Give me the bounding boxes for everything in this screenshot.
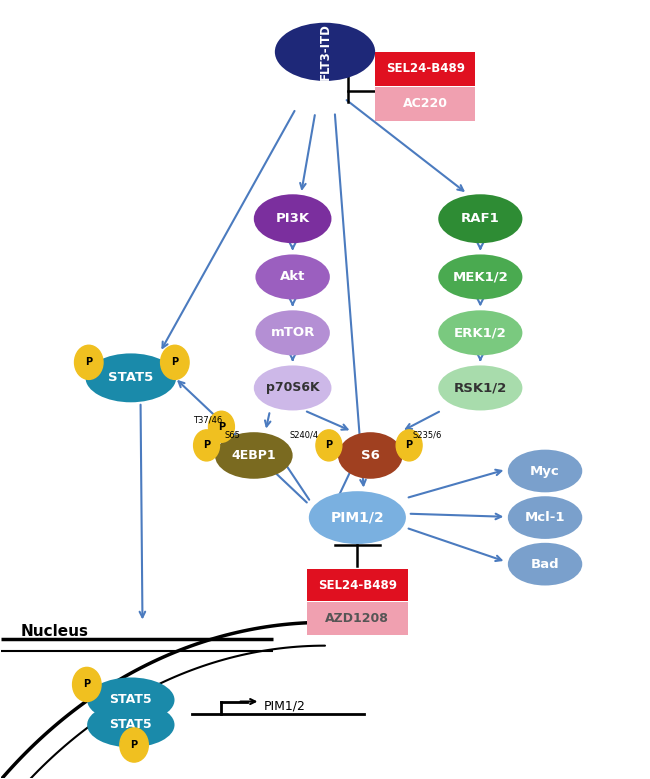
Ellipse shape <box>254 365 332 411</box>
Text: STAT5: STAT5 <box>109 718 152 731</box>
FancyBboxPatch shape <box>375 86 476 121</box>
Circle shape <box>161 345 189 379</box>
Text: p70S6K: p70S6K <box>266 382 319 394</box>
Text: P: P <box>83 679 90 689</box>
Circle shape <box>73 668 101 702</box>
Text: P: P <box>218 421 225 432</box>
Text: S240/4: S240/4 <box>289 431 318 440</box>
Ellipse shape <box>438 365 523 411</box>
Text: P: P <box>172 358 178 368</box>
Ellipse shape <box>255 255 330 299</box>
Text: T37/46: T37/46 <box>192 415 222 425</box>
Ellipse shape <box>438 194 523 243</box>
Ellipse shape <box>86 354 176 402</box>
Text: Nucleus: Nucleus <box>21 625 89 640</box>
Text: 4EBP1: 4EBP1 <box>231 449 276 462</box>
Text: mTOR: mTOR <box>270 326 315 340</box>
FancyBboxPatch shape <box>375 52 476 86</box>
Circle shape <box>316 430 342 461</box>
Circle shape <box>194 430 220 461</box>
Ellipse shape <box>508 449 582 492</box>
FancyBboxPatch shape <box>307 602 408 635</box>
Text: PIM1/2: PIM1/2 <box>263 700 305 713</box>
Text: AZD1208: AZD1208 <box>326 612 389 625</box>
Text: Mcl-1: Mcl-1 <box>525 511 566 524</box>
Circle shape <box>396 430 422 461</box>
Text: RAF1: RAF1 <box>461 212 500 225</box>
Text: P: P <box>325 440 332 450</box>
Text: P: P <box>131 740 138 750</box>
Text: FLT3-ITD: FLT3-ITD <box>318 23 332 80</box>
Text: P: P <box>203 440 210 450</box>
Ellipse shape <box>87 703 174 747</box>
Text: SEL24-B489: SEL24-B489 <box>318 579 397 591</box>
FancyBboxPatch shape <box>307 569 408 601</box>
Circle shape <box>209 411 235 442</box>
Text: Bad: Bad <box>531 558 560 571</box>
Ellipse shape <box>508 543 582 586</box>
Text: MEK1/2: MEK1/2 <box>452 270 508 284</box>
Ellipse shape <box>508 496 582 539</box>
Circle shape <box>120 728 148 762</box>
Ellipse shape <box>438 255 523 299</box>
Text: PI3K: PI3K <box>276 212 309 225</box>
Text: Akt: Akt <box>280 270 305 284</box>
Ellipse shape <box>338 432 402 479</box>
Ellipse shape <box>215 432 292 479</box>
Text: S235/6: S235/6 <box>412 431 442 440</box>
Text: RSK1/2: RSK1/2 <box>454 382 507 394</box>
Ellipse shape <box>275 23 375 81</box>
Text: SEL24-B489: SEL24-B489 <box>386 62 465 76</box>
Ellipse shape <box>254 194 332 243</box>
Text: ERK1/2: ERK1/2 <box>454 326 507 340</box>
Text: P: P <box>406 440 413 450</box>
Text: PIM1/2: PIM1/2 <box>330 510 384 524</box>
Text: AC220: AC220 <box>403 97 448 111</box>
Ellipse shape <box>255 310 330 355</box>
Text: STAT5: STAT5 <box>109 693 152 707</box>
Text: STAT5: STAT5 <box>108 372 153 384</box>
Text: P: P <box>85 358 92 368</box>
Text: S65: S65 <box>225 431 240 439</box>
Circle shape <box>75 345 103 379</box>
Ellipse shape <box>87 678 174 722</box>
Text: S6: S6 <box>361 449 380 462</box>
Text: Myc: Myc <box>530 464 560 478</box>
Ellipse shape <box>309 492 406 544</box>
Ellipse shape <box>438 310 523 355</box>
